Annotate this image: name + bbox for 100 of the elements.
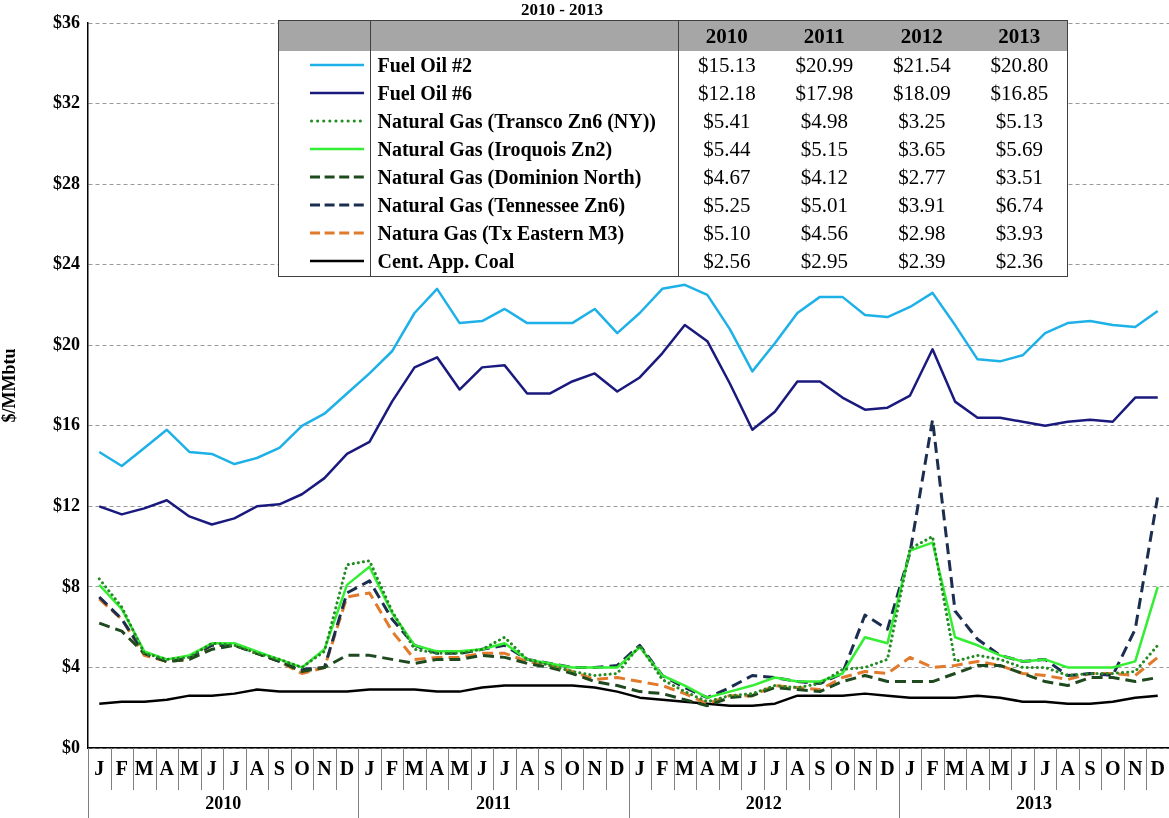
x-tick-label: N: [587, 757, 603, 780]
x-tick-label: J: [634, 757, 645, 780]
x-tick-label: N: [857, 757, 873, 780]
x-tick-label: M: [675, 757, 695, 780]
y-tick-label: $0: [62, 736, 80, 757]
y-tick-label: $20: [53, 333, 80, 354]
annotation: 2013: [997, 22, 1042, 50]
annotation: $5.01: [799, 192, 849, 219]
x-tick-label: D: [1150, 757, 1165, 780]
annotation: $18.09: [891, 80, 952, 107]
x-tick-label: A: [700, 757, 716, 780]
x-tick-label: J: [905, 757, 916, 780]
x-tick-label: A: [159, 757, 175, 780]
annotation: $16.85: [989, 80, 1050, 107]
y-tick-label: $32: [53, 92, 80, 113]
x-tick-label: A: [519, 757, 535, 780]
x-tick-label: S: [544, 757, 556, 780]
annotation: $3.65: [897, 136, 947, 163]
y-tick-label: $16: [53, 414, 80, 435]
annotation: $6.74: [994, 192, 1044, 219]
x-tick-label: J: [229, 757, 240, 780]
x-tick-label: N: [1127, 757, 1143, 780]
x-tick-label: J: [94, 757, 105, 780]
annotation: $20.80: [989, 52, 1050, 79]
annotation: $5.25: [702, 192, 752, 219]
legend-label: Natura Gas (Tx Eastern M3): [376, 221, 625, 245]
x-tick-label: M: [945, 757, 965, 780]
annotation: $4.67: [702, 164, 752, 191]
annotation: $4.98: [799, 108, 849, 135]
x-tick-label: A: [970, 757, 986, 780]
x-tick-label: D: [610, 757, 625, 780]
x-tick-label: J: [769, 757, 780, 780]
annotation: $2.95: [799, 248, 849, 275]
x-tick-label: J: [206, 757, 217, 780]
x-tick-label: N: [317, 757, 333, 780]
annotation: $5.15: [799, 136, 849, 163]
annotation: $5.10: [702, 220, 752, 247]
annotation: $2.77: [897, 164, 947, 191]
x-tick-label: D: [880, 757, 895, 780]
annotation: $2.39: [897, 248, 947, 275]
x-tick-label: M: [450, 757, 470, 780]
legend-label: Natural Gas (Dominion North): [376, 165, 642, 189]
text: 2013: [1015, 792, 1052, 813]
annotation: $5.41: [702, 108, 752, 135]
annotation: $21.54: [891, 52, 952, 79]
x-tick-label: J: [747, 757, 758, 780]
legend-label: Natural Gas (Transco Zn6 (NY)): [376, 109, 657, 133]
x-tick-label: J: [477, 757, 488, 780]
x-tick-label: D: [339, 757, 355, 780]
y-tick-label: $12: [53, 494, 80, 515]
legend-label: Natural Gas (Tennessee Zn6): [376, 193, 626, 217]
line-series: [97, 591, 1160, 706]
annotation: $15.13: [696, 52, 757, 79]
x-tick-label: J: [1040, 757, 1051, 780]
legend-label: Fuel Oil #2: [376, 53, 472, 77]
x-tick-label: O: [1104, 757, 1121, 780]
x-tick-label: F: [656, 757, 669, 780]
x-tick-label: S: [273, 757, 285, 780]
y-tick-label: $36: [53, 11, 80, 32]
x-tick-label: A: [790, 757, 806, 780]
x-tick-label: F: [926, 757, 939, 780]
text: 2010: [205, 792, 242, 813]
x-tick-label: M: [990, 757, 1010, 780]
annotation: $5.69: [994, 136, 1044, 163]
y-axis-title: $/MMbtu: [0, 348, 20, 423]
chart-title: 2010 - 2013: [520, 0, 604, 19]
annotation: $4.56: [799, 220, 849, 247]
x-tick-label: O: [564, 757, 580, 780]
line-series: [97, 418, 1160, 700]
annotation: $3.93: [994, 220, 1044, 247]
x-tick-label: J: [1017, 757, 1028, 780]
annotation: 2012: [899, 22, 944, 50]
annotation: 2010: [704, 22, 749, 50]
x-tick-label: A: [429, 757, 445, 780]
annotation: $2.98: [897, 220, 947, 247]
annotation: $2.56: [702, 248, 752, 275]
x-tick-label: O: [834, 757, 851, 780]
annotation: $17.98: [794, 80, 855, 107]
text: 2011: [475, 792, 511, 813]
annotation: $12.18: [696, 80, 757, 107]
annotation: 2011: [802, 22, 846, 50]
x-tick-label: J: [364, 757, 375, 780]
x-tick-label: J: [499, 757, 510, 780]
x-tick-label: M: [179, 757, 199, 780]
annotation: $3.51: [994, 164, 1044, 191]
text: 2012: [745, 792, 782, 813]
y-tick-label: $24: [53, 253, 80, 274]
legend-label: Fuel Oil #6: [376, 81, 472, 105]
x-tick-label: M: [405, 757, 425, 780]
legend-label: Cent. App. Coal: [376, 249, 515, 273]
legend-label: Natural Gas (Iroquois Zn2): [376, 137, 613, 161]
annotation: $5.44: [702, 136, 752, 163]
annotation: $20.99: [794, 52, 855, 79]
x-tick-label: F: [385, 757, 399, 780]
y-tick-label: $28: [53, 172, 80, 193]
annotation: $4.12: [799, 164, 849, 191]
annotation: $3.25: [897, 108, 947, 135]
annotation: $3.91: [897, 192, 947, 219]
x-tick-label: S: [814, 757, 826, 780]
x-tick-label: F: [115, 757, 128, 780]
